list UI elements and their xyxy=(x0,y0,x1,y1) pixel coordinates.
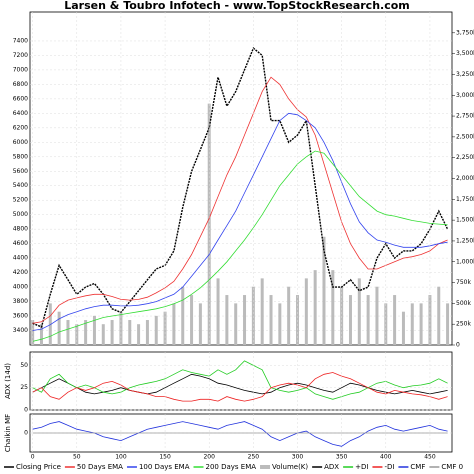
y2-tick-label: 3,250k xyxy=(456,71,474,78)
series-line xyxy=(32,421,448,447)
plot-area xyxy=(29,11,453,346)
series-line xyxy=(32,112,448,331)
series-line xyxy=(32,76,448,324)
x-tick-label: 0 xyxy=(31,454,35,461)
x-tick-label: 350 xyxy=(336,454,348,461)
y2-tick-label: 750k xyxy=(456,279,471,286)
x-tick-label: 100 xyxy=(115,454,127,461)
y-tick-label: 5000 xyxy=(13,211,28,218)
y-tick-label: 5800 xyxy=(13,153,28,160)
y2-tick-label: 2,750k xyxy=(456,113,474,120)
y-tick-label: 50 xyxy=(20,362,28,369)
y2-tick-label: 250k xyxy=(456,321,471,328)
legend-label: 100 Days EMA xyxy=(139,463,190,471)
y-tick-label: 7400 xyxy=(13,37,28,44)
plot-area xyxy=(29,351,453,411)
series-line xyxy=(32,373,448,395)
y-tick-label: 6600 xyxy=(13,95,28,102)
legend-label: Closing Price xyxy=(16,463,61,471)
y-tick-label: 0 xyxy=(24,430,28,437)
series-line xyxy=(32,372,448,402)
y-tick-label: 6000 xyxy=(13,139,28,146)
y-tick-label: 5200 xyxy=(13,197,28,204)
y-tick-label: 25 xyxy=(20,384,28,391)
y2-tick-label: 3,750k xyxy=(456,29,474,36)
legend-label: +DI xyxy=(355,463,368,471)
x-tick-label: 200 xyxy=(203,454,215,461)
series-line xyxy=(32,360,448,400)
legend-label: Volume(K) xyxy=(272,463,308,471)
y-tick-label: 3400 xyxy=(13,327,28,334)
legend-label: CMF 0 xyxy=(441,463,463,471)
y-tick-label: 4200 xyxy=(13,269,28,276)
chart-title: Larsen & Toubro Infotech - www.TopStockR… xyxy=(64,0,410,12)
x-tick-label: 50 xyxy=(73,454,81,461)
y-axis-label: Chaikin MF xyxy=(4,414,12,452)
y-tick-label: 7200 xyxy=(13,52,28,59)
y-tick-label: 7000 xyxy=(13,66,28,73)
y2-tick-label: 1,750k xyxy=(456,196,474,203)
y-tick-label: 3600 xyxy=(13,313,28,320)
y-tick-label: 3800 xyxy=(13,298,28,305)
y2-tick-label: 1,250k xyxy=(456,237,474,244)
series-line xyxy=(32,47,449,328)
y2-tick-label: 0 xyxy=(456,342,460,349)
y-tick-label: 4400 xyxy=(13,255,28,262)
legend-label: 50 Days EMA xyxy=(77,463,123,471)
y-tick-label: 4000 xyxy=(13,284,28,291)
y2-tick-label: 1,500k xyxy=(456,217,474,224)
y-tick-label: 6800 xyxy=(13,81,28,88)
x-tick-label: 450 xyxy=(424,454,436,461)
y-tick-label: 5600 xyxy=(13,168,28,175)
y2-tick-label: 500k xyxy=(456,300,471,307)
y2-tick-label: 2,000k xyxy=(456,175,474,182)
y-tick-label: 4800 xyxy=(13,226,28,233)
y-tick-label: 0 xyxy=(24,407,28,414)
y-tick-label: 4600 xyxy=(13,240,28,247)
x-tick-label: 300 xyxy=(292,454,304,461)
y2-tick-label: 2,500k xyxy=(456,133,474,140)
y-tick-label: 6200 xyxy=(13,124,28,131)
y-axis-label: ADX (14d) xyxy=(4,363,12,399)
legend-label: ADX xyxy=(324,463,339,471)
y2-tick-label: 3,000k xyxy=(456,92,474,99)
y2-tick-label: 3,500k xyxy=(456,50,474,57)
series-line xyxy=(32,150,448,342)
x-tick-label: 400 xyxy=(380,454,392,461)
x-tick-label: 250 xyxy=(248,454,260,461)
x-tick-label: 150 xyxy=(159,454,171,461)
y2-tick-label: 1,000k xyxy=(456,258,474,265)
legend-label: CMF xyxy=(410,463,425,471)
y-tick-label: 6400 xyxy=(13,110,28,117)
legend-label: -DI xyxy=(384,463,394,471)
y2-tick-label: 2,250k xyxy=(456,154,474,161)
legend-label: 200 Days EMA xyxy=(206,463,257,471)
y-tick-label: 5400 xyxy=(13,182,28,189)
